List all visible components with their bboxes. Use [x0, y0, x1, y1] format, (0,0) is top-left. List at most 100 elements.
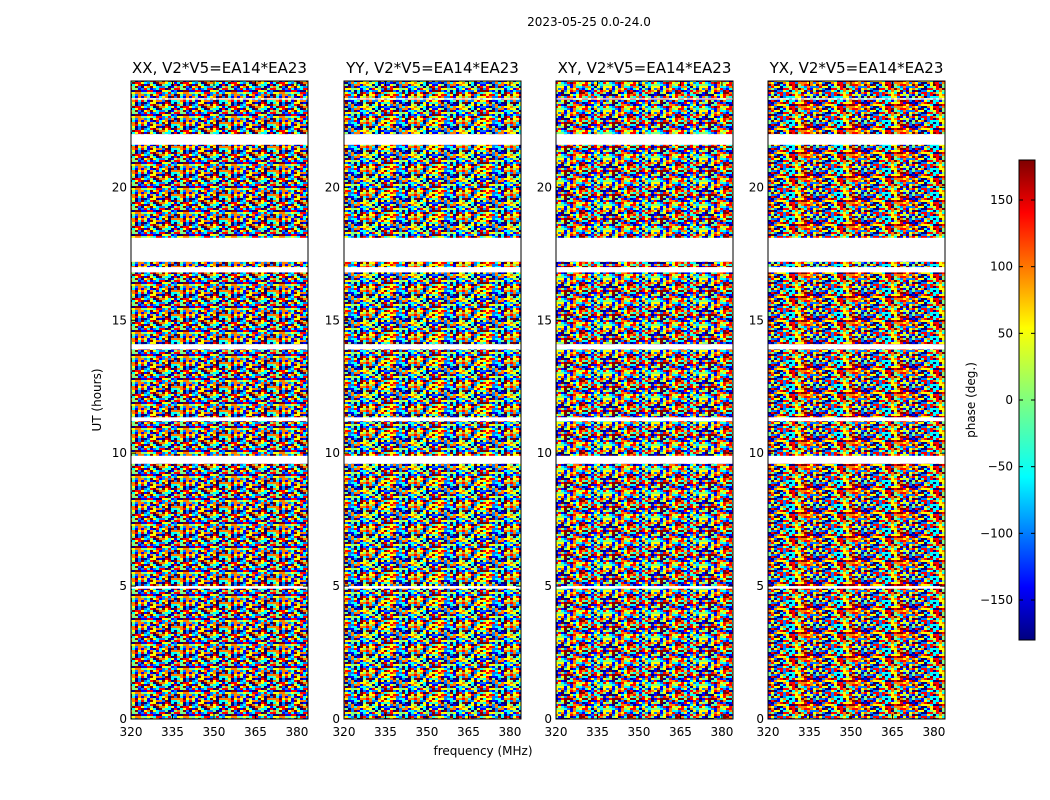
- y-tick-label: 10: [325, 446, 340, 460]
- x-tick-label: 320: [333, 725, 356, 739]
- flagged-band: [768, 98, 945, 100]
- flagged-band: [556, 98, 733, 100]
- flagged-band: [131, 417, 308, 422]
- y-tick-label: 20: [749, 180, 764, 194]
- colorbar-tick-label: 50: [998, 326, 1013, 340]
- x-tick-label: 380: [285, 725, 308, 739]
- x-tick-label: 350: [203, 725, 226, 739]
- x-tick-label: 335: [798, 725, 821, 739]
- axes-frame: [767, 80, 946, 720]
- x-tick-label: 380: [922, 725, 945, 739]
- y-tick-label: 15: [325, 313, 340, 327]
- y-tick-label: 20: [112, 180, 127, 194]
- panel-yx: YX, V2*V5=EA14*EA23 320 335 350 365 380 0 5 10 15…: [749, 59, 946, 739]
- panel-title: YY, V2*V5=EA14*EA23: [345, 59, 519, 77]
- flagged-band: [344, 237, 521, 262]
- flagged-band: [768, 455, 945, 464]
- y-tick-label: 0: [544, 712, 552, 726]
- y-tick-label: 0: [119, 712, 127, 726]
- y-axis-label: UT (hours): [90, 368, 104, 431]
- x-tick-label: 320: [120, 725, 143, 739]
- y-tick-label: 5: [756, 579, 764, 593]
- x-tick-label: 365: [669, 725, 692, 739]
- flagged-band: [344, 98, 521, 100]
- figure-title: 2023-05-25 0.0-24.0: [527, 15, 651, 29]
- panel-title: XX, V2*V5=EA14*EA23: [132, 59, 307, 77]
- flagged-band: [768, 344, 945, 350]
- x-tick-label: 335: [161, 725, 184, 739]
- flagged-band: [344, 344, 521, 350]
- colorbar: −150 −100 −50 0 50 100 150 phase (deg.): [964, 159, 1036, 641]
- y-tick-label: 5: [544, 579, 552, 593]
- x-tick-label: 335: [586, 725, 609, 739]
- axes-frame: [555, 80, 734, 720]
- flagged-band: [131, 344, 308, 350]
- y-tick-label: 5: [332, 579, 340, 593]
- x-tick-label: 365: [457, 725, 480, 739]
- x-tick-label: 365: [881, 725, 904, 739]
- flagged-band: [344, 267, 521, 273]
- colorbar-label: phase (deg.): [964, 362, 978, 438]
- flagged-band: [556, 134, 733, 145]
- colorbar-tick-label: −50: [988, 460, 1013, 474]
- flagged-band: [131, 586, 308, 589]
- flagged-band: [131, 267, 308, 273]
- flagged-band: [131, 455, 308, 464]
- x-tick-label: 320: [757, 725, 780, 739]
- y-tick-label: 15: [537, 313, 552, 327]
- flagged-band: [768, 586, 945, 589]
- flagged-band: [344, 586, 521, 589]
- panel-yy: YY, V2*V5=EA14*EA23 320 335 350 365 380 0 5 10 15…: [325, 59, 522, 739]
- x-tick-label: 380: [710, 725, 733, 739]
- colorbar-tick-label: 150: [990, 193, 1013, 207]
- flagged-band: [768, 134, 945, 145]
- flagged-band: [556, 344, 733, 350]
- y-tick-label: 15: [749, 313, 764, 327]
- y-tick-label: 0: [756, 712, 764, 726]
- y-tick-label: 10: [112, 446, 127, 460]
- y-tick-label: 15: [112, 313, 127, 327]
- colorbar-tick-label: −100: [980, 526, 1013, 540]
- flagged-band: [131, 237, 308, 262]
- y-tick-label: 5: [119, 579, 127, 593]
- flagged-band: [344, 455, 521, 464]
- flagged-band: [556, 267, 733, 273]
- flagged-band: [768, 417, 945, 422]
- x-axis-label: frequency (MHz): [433, 744, 532, 758]
- colorbar-tick-label: 100: [990, 260, 1013, 274]
- x-tick-label: 350: [416, 725, 439, 739]
- flagged-band: [556, 237, 733, 262]
- x-tick-label: 365: [244, 725, 267, 739]
- flagged-band: [131, 98, 308, 100]
- x-tick-label: 320: [545, 725, 568, 739]
- x-tick-label: 350: [628, 725, 651, 739]
- axes-frame: [130, 80, 309, 720]
- colorbar-tick-label: 0: [1005, 393, 1013, 407]
- flagged-band: [131, 134, 308, 145]
- phase-heatmap: [131, 81, 308, 719]
- axes-frame: [343, 80, 522, 720]
- colorbar-tick-label: −150: [980, 593, 1013, 607]
- y-tick-label: 10: [749, 446, 764, 460]
- colorbar-ticks: −150 −100 −50 0 50 100 150: [980, 193, 1035, 607]
- phase-heatmap: [344, 81, 521, 719]
- y-tick-label: 20: [537, 180, 552, 194]
- flagged-band: [556, 586, 733, 589]
- panel-title: YX, V2*V5=EA14*EA23: [769, 59, 944, 77]
- flagged-band: [344, 417, 521, 422]
- panel-xx: XX, V2*V5=EA14*EA23 320 335 350 365 380 0 5 10 15…: [112, 59, 309, 739]
- panel-xy: XY, V2*V5=EA14*EA23 320 335 350 365 380 0 5 10 15…: [537, 59, 734, 739]
- flagged-band: [768, 237, 945, 262]
- panel-title: XY, V2*V5=EA14*EA23: [558, 59, 732, 77]
- phase-heatmap: [556, 81, 733, 719]
- x-tick-label: 350: [840, 725, 863, 739]
- phase-heatmap: [768, 81, 945, 719]
- panel-group: XX, V2*V5=EA14*EA23 320 335 350 365 380 0 5 10 15…: [112, 59, 946, 739]
- flagged-band: [556, 417, 733, 422]
- y-tick-label: 20: [325, 180, 340, 194]
- x-tick-label: 335: [374, 725, 397, 739]
- y-tick-label: 0: [332, 712, 340, 726]
- flagged-band: [556, 455, 733, 464]
- flagged-band: [344, 134, 521, 145]
